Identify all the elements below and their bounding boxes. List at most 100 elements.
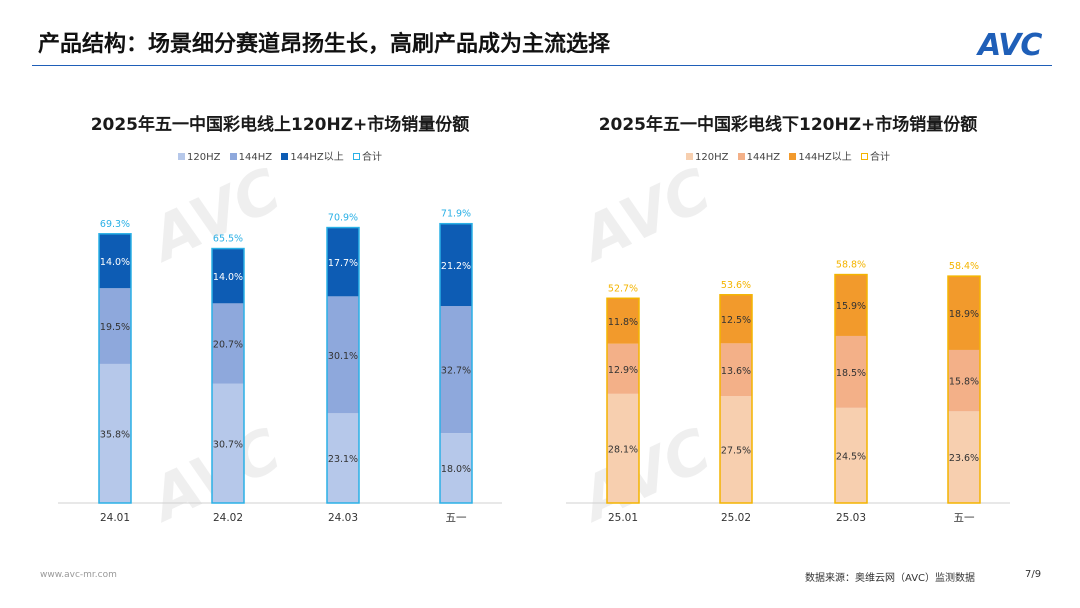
bar-segment — [99, 233, 131, 289]
bar-segment — [327, 227, 359, 297]
segment-label: 28.1% — [608, 444, 638, 455]
chart-legend: 120HZ 144HZ 144HZ以上 合计 — [548, 148, 1028, 163]
total-label: 69.3% — [100, 219, 130, 230]
legend-item: 合计 — [352, 148, 382, 163]
segment-label: 13.6% — [721, 366, 751, 377]
segment-label: 19.5% — [100, 322, 130, 333]
chart-plot: 28.1% 12.9% 11.8% 52.7% 25.01 27.5% 13.6% 12.5%… — [566, 260, 1010, 524]
bar-segment — [99, 363, 131, 503]
chart-title: 2025年五一中国彩电线上120HZ+市场销量份额 — [90, 115, 470, 135]
segment-label: 17.7% — [328, 258, 358, 269]
legend-item: 120HZ — [686, 152, 728, 163]
segment-label: 35.8% — [100, 429, 130, 440]
bar-segment — [607, 393, 639, 503]
chart-legend: 120HZ 144HZ 144HZ以上 合计 — [40, 148, 520, 163]
category-label: 25.01 — [608, 512, 638, 524]
legend-swatch — [229, 153, 237, 160]
segment-label: 30.1% — [328, 351, 358, 362]
bar-segment — [440, 223, 472, 307]
chart-online: 2025年五一中国彩电线上120HZ+市场销量份额 120HZ 144HZ 14… — [40, 100, 520, 535]
segment-label: 12.5% — [721, 315, 751, 326]
chart-plot: 35.8% 19.5% 14.0% 69.3% 24.01 30.7% 20.7% 14.0%… — [58, 209, 502, 524]
bar-segment — [948, 276, 980, 350]
segment-label: 11.8% — [608, 317, 638, 328]
legend-item: 144HZ以上 — [281, 148, 344, 163]
legend-item: 合计 — [860, 148, 890, 163]
bar-segment — [327, 413, 359, 503]
bar-segment — [212, 383, 244, 503]
site-url: www.avc-mr.com — [40, 570, 117, 580]
source-note: 数据来源：奥维云网（AVC）监测数据 — [805, 573, 976, 584]
legend-label: 144HZ — [238, 152, 273, 163]
segment-label: 14.0% — [213, 272, 243, 283]
segment-label: 23.1% — [328, 454, 358, 465]
legend-swatch — [178, 153, 186, 160]
segment-label: 18.0% — [441, 464, 471, 475]
bar-segment — [835, 335, 867, 408]
bar-segment — [440, 306, 472, 434]
segment-label: 18.9% — [949, 309, 979, 320]
bar-segment — [948, 349, 980, 412]
total-outline — [211, 247, 245, 504]
total-outline — [606, 297, 640, 504]
legend-item: 144HZ — [229, 152, 273, 163]
total-outline — [719, 294, 753, 504]
legend-item: 120HZ — [178, 152, 220, 163]
total-outline — [98, 233, 132, 504]
segment-label: 32.7% — [441, 366, 471, 377]
segment-label: 14.0% — [100, 257, 130, 268]
category-label: 五一 — [954, 512, 975, 524]
segment-label: 24.5% — [836, 451, 866, 462]
bar-segment — [720, 396, 752, 503]
legend-item: 144HZ以上 — [789, 148, 852, 163]
legend-swatch — [860, 153, 868, 160]
segment-label: 30.7% — [213, 439, 243, 450]
total-label: 65.5% — [213, 234, 243, 245]
bar-segment — [835, 407, 867, 503]
bar-segment — [440, 433, 472, 503]
legend-label: 合计 — [869, 152, 890, 163]
legend-label: 144HZ以上 — [290, 152, 344, 163]
bar-segment — [835, 274, 867, 336]
legend-swatch — [737, 153, 745, 160]
bar-segment — [720, 294, 752, 344]
total-label: 58.8% — [836, 260, 866, 271]
chart-title: 2025年五一中国彩电线下120HZ+市场销量份额 — [598, 115, 978, 135]
page-title: 产品结构：场景细分赛道昂扬生长，高刷产品成为主流选择 — [38, 32, 611, 57]
bar-segment — [607, 297, 639, 344]
legend-label: 144HZ以上 — [798, 152, 852, 163]
segment-label: 15.9% — [836, 301, 866, 312]
legend-item: 144HZ — [737, 152, 781, 163]
category-label: 24.01 — [100, 512, 130, 524]
legend-swatch — [789, 153, 797, 160]
bar-segment — [99, 288, 131, 364]
total-outline — [947, 275, 981, 504]
legend-swatch — [352, 153, 360, 160]
total-outline — [326, 226, 360, 504]
segment-label: 12.9% — [608, 365, 638, 376]
bar-segment — [212, 303, 244, 384]
bar-segment — [948, 411, 980, 503]
legend-swatch — [281, 153, 289, 160]
category-label: 五一 — [446, 512, 467, 524]
total-label: 52.7% — [608, 283, 638, 294]
bar-segment — [327, 296, 359, 414]
avc-logo: AVC — [978, 28, 1042, 63]
page-number: 7/9 — [1025, 569, 1042, 580]
legend-label: 120HZ — [695, 152, 729, 163]
total-label: 53.6% — [721, 280, 751, 291]
category-label: 25.03 — [836, 512, 866, 524]
chart-offline: 2025年五一中国彩电线下120HZ+市场销量份额 120HZ 144HZ 14… — [548, 100, 1028, 535]
segment-label: 20.7% — [213, 340, 243, 351]
segment-label: 18.5% — [836, 368, 866, 379]
total-outline — [439, 222, 473, 504]
segment-label: 21.2% — [441, 261, 471, 272]
legend-label: 144HZ — [746, 152, 781, 163]
total-label: 71.9% — [441, 209, 471, 220]
bar-segment — [212, 248, 244, 304]
category-label: 24.03 — [328, 512, 358, 524]
legend-label: 120HZ — [187, 152, 221, 163]
total-outline — [834, 273, 868, 504]
category-label: 24.02 — [213, 512, 243, 524]
legend-swatch — [686, 153, 694, 160]
